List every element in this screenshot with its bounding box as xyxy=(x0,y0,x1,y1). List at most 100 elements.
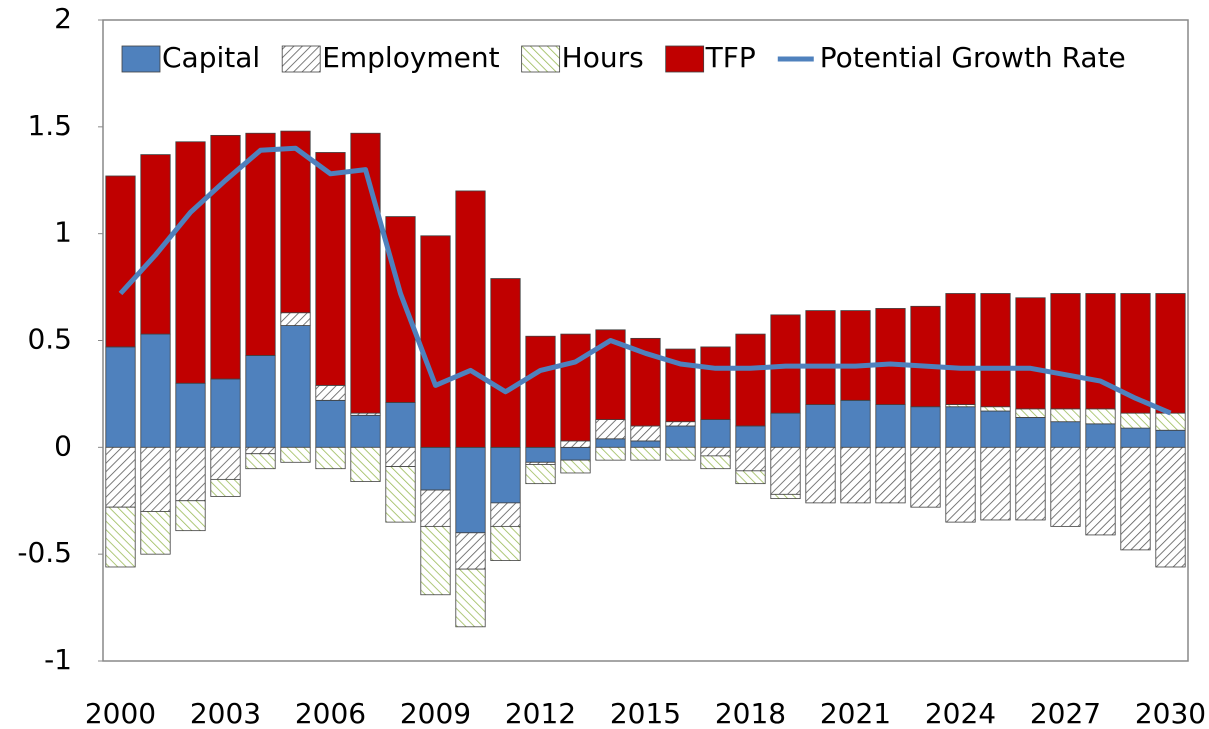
bar-segment xyxy=(945,446,976,523)
legend-swatch xyxy=(281,45,321,73)
x-tick-label: 2000 xyxy=(85,697,156,729)
bar-segment xyxy=(350,132,381,414)
legend-item: Employment xyxy=(281,41,500,74)
bar-segment xyxy=(980,293,1011,408)
bar-segment xyxy=(1120,412,1151,429)
bar-segment xyxy=(805,446,836,504)
bar-segment xyxy=(210,378,241,448)
bar-segment xyxy=(315,399,346,448)
bar-segment xyxy=(210,446,241,480)
bar-segment xyxy=(560,333,591,442)
bar-segment xyxy=(700,346,731,420)
bar-segment xyxy=(875,446,906,504)
bar-segment xyxy=(385,402,416,448)
legend-label: Potential Growth Rate xyxy=(820,41,1126,74)
x-tick-label: 2021 xyxy=(820,697,891,729)
bar-segment xyxy=(980,446,1011,521)
legend-item: Capital xyxy=(121,41,260,74)
bar-segment xyxy=(945,293,976,406)
bar-segment xyxy=(245,132,276,356)
legend-swatch xyxy=(665,45,705,73)
bar-segment xyxy=(315,384,346,401)
bar-segment xyxy=(910,305,941,408)
bar-segment xyxy=(595,446,626,461)
bar-segment xyxy=(525,446,556,463)
bar-segment xyxy=(560,446,591,461)
bar-segment xyxy=(420,235,451,448)
bar-segment xyxy=(105,506,136,568)
bar-segment xyxy=(840,446,871,504)
y-tick-label: 0.5 xyxy=(27,323,72,356)
bar-segment xyxy=(735,425,766,448)
bar-segment xyxy=(140,446,171,512)
bar-segment xyxy=(455,568,486,628)
bar-segment xyxy=(840,310,871,401)
bar-segment xyxy=(105,175,136,348)
bar-segment xyxy=(945,406,976,448)
bar-segment xyxy=(245,446,276,455)
bar-segment xyxy=(1155,412,1186,431)
bar-segment xyxy=(1085,293,1116,410)
bar-segment xyxy=(805,310,836,406)
bar-segment xyxy=(1120,446,1151,551)
bar-segment xyxy=(175,382,206,448)
x-tick-label: 2015 xyxy=(610,697,681,729)
bar-segment xyxy=(245,355,276,448)
bar-segment xyxy=(805,404,836,448)
legend-label: TFP xyxy=(705,41,756,74)
bar-segment xyxy=(140,333,171,448)
x-tick-label: 2018 xyxy=(715,697,786,729)
x-tick-label: 2024 xyxy=(925,697,996,729)
y-tick-label: 2 xyxy=(54,2,72,35)
bar-segment xyxy=(1050,421,1081,448)
bar-segment xyxy=(1120,427,1151,448)
bar-segment xyxy=(1085,423,1116,448)
bar-segment xyxy=(980,410,1011,448)
bar-segment xyxy=(420,446,451,491)
y-tick-label: 1 xyxy=(54,216,72,249)
y-tick-label: -1 xyxy=(44,643,72,676)
bar-segment xyxy=(210,478,241,497)
bar-segment xyxy=(420,489,451,527)
bar-segment xyxy=(770,493,801,500)
legend-label: Capital xyxy=(162,41,260,74)
bar-segment xyxy=(280,446,311,463)
bar-segment xyxy=(385,216,416,403)
bar-segment xyxy=(980,406,1011,412)
bar-segment xyxy=(840,399,871,448)
bar-segment xyxy=(1015,408,1046,418)
bar-segment xyxy=(1155,446,1186,568)
bar-segment xyxy=(175,141,206,384)
legend-item: Hours xyxy=(521,41,644,74)
legend-label: Employment xyxy=(322,41,499,74)
bar-segment xyxy=(1085,446,1116,536)
bar-segment xyxy=(875,404,906,448)
bar-segment xyxy=(630,446,661,461)
bar-segment xyxy=(385,446,416,467)
bar-segment xyxy=(455,532,486,570)
bar-segment xyxy=(490,278,521,448)
bar-segment xyxy=(910,406,941,448)
line-series xyxy=(118,145,1172,416)
bar-segment xyxy=(1050,293,1081,410)
bar-segment xyxy=(630,440,661,448)
bar-segment xyxy=(455,190,486,448)
bar-segment xyxy=(735,333,766,427)
bar-segment xyxy=(525,464,556,485)
bar-segment xyxy=(385,466,416,523)
bar-segment xyxy=(210,134,241,380)
legend-label: Hours xyxy=(562,41,644,74)
bar-segment xyxy=(700,455,731,470)
legend-swatch xyxy=(121,45,161,73)
bar-segment xyxy=(1015,417,1046,448)
bar-segment xyxy=(350,414,381,448)
bar-segment xyxy=(490,525,521,561)
bar-segment xyxy=(700,419,731,448)
bar-segment xyxy=(105,446,136,508)
y-tick-label: 1.5 xyxy=(27,109,72,142)
bar-segment xyxy=(105,346,136,448)
legend-item: Potential Growth Rate xyxy=(777,41,1126,74)
y-tick-label: 0 xyxy=(54,429,72,462)
bar-segment xyxy=(1085,408,1116,425)
